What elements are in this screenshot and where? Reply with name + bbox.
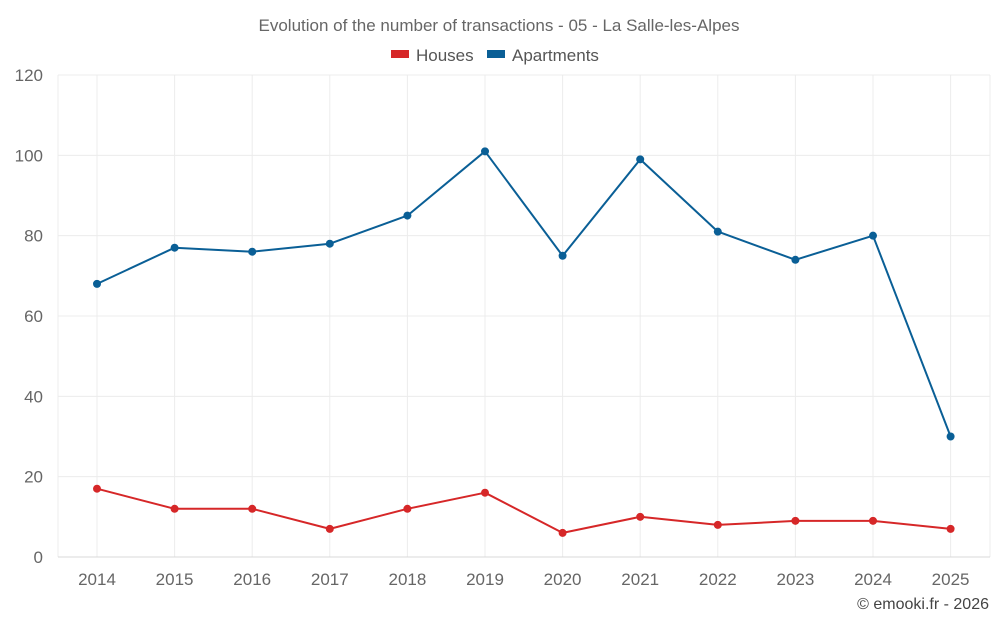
y-tick-label: 120	[15, 66, 43, 85]
chart-title: Evolution of the number of transactions …	[259, 16, 740, 35]
data-point-apartments[interactable]	[481, 147, 489, 156]
data-point-apartments[interactable]	[170, 243, 179, 252]
x-tick-label: 2017	[311, 570, 349, 589]
data-point-houses[interactable]	[869, 516, 877, 525]
x-tick-label: 2022	[699, 570, 737, 589]
data-point-houses[interactable]	[946, 524, 955, 533]
data-point-houses[interactable]	[403, 504, 412, 513]
x-tick-label: 2021	[621, 570, 659, 589]
y-tick-label: 20	[24, 468, 43, 487]
data-point-apartments[interactable]	[713, 227, 722, 236]
series-line-apartments	[96, 150, 952, 437]
x-tick-label: 2015	[156, 570, 194, 589]
data-point-houses[interactable]	[248, 504, 257, 513]
legend-label-apartments: Apartments	[512, 46, 599, 65]
y-tick-label: 0	[34, 548, 43, 567]
data-point-apartments[interactable]	[403, 211, 412, 220]
data-point-houses[interactable]	[481, 488, 489, 497]
data-point-apartments[interactable]	[93, 279, 101, 288]
data-point-houses[interactable]	[713, 520, 722, 529]
legend-item-apartments[interactable]: Apartments	[487, 46, 599, 65]
x-tick-label: 2025	[932, 570, 970, 589]
legend: Houses Apartments	[391, 46, 599, 65]
x-tick-label: 2016	[233, 570, 271, 589]
x-tick-label: 2019	[466, 570, 504, 589]
data-point-houses[interactable]	[558, 528, 567, 537]
data-point-apartments[interactable]	[636, 155, 645, 164]
data-point-apartments[interactable]	[946, 432, 955, 441]
y-tick-label: 100	[15, 146, 43, 165]
data-point-houses[interactable]	[170, 504, 179, 513]
data-point-houses[interactable]	[93, 484, 101, 493]
data-point-apartments[interactable]	[558, 251, 567, 260]
x-tick-label: 2020	[544, 570, 582, 589]
series-line-houses	[96, 487, 951, 534]
y-tick-label: 80	[24, 227, 43, 246]
x-axis-ticks: 2014 2015 2016 2017 2018 2019 2020 2021 2022 2023…	[78, 570, 969, 589]
data-point-apartments[interactable]	[869, 231, 877, 240]
y-axis-ticks: 0 20 40 60 80 100 120	[15, 66, 43, 567]
legend-swatch-apartments	[487, 50, 505, 58]
credit-text: © emooki.fr - 2026	[857, 596, 989, 613]
data-point-apartments[interactable]	[248, 247, 257, 256]
data-point-houses[interactable]	[325, 524, 334, 533]
grid	[57, 74, 991, 557]
x-tick-label: 2023	[776, 570, 814, 589]
legend-item-houses[interactable]: Houses	[391, 46, 474, 65]
series	[93, 147, 955, 537]
x-tick-label: 2018	[388, 570, 426, 589]
y-tick-label: 60	[24, 307, 43, 326]
data-point-apartments[interactable]	[791, 255, 800, 264]
x-tick-label: 2024	[854, 570, 892, 589]
x-tick-label: 2014	[78, 570, 116, 589]
legend-label-houses: Houses	[416, 46, 474, 65]
data-point-houses[interactable]	[791, 516, 800, 525]
y-tick-label: 40	[24, 387, 43, 406]
data-point-houses[interactable]	[636, 512, 645, 521]
legend-swatch-houses	[391, 50, 409, 58]
data-point-apartments[interactable]	[325, 239, 334, 248]
